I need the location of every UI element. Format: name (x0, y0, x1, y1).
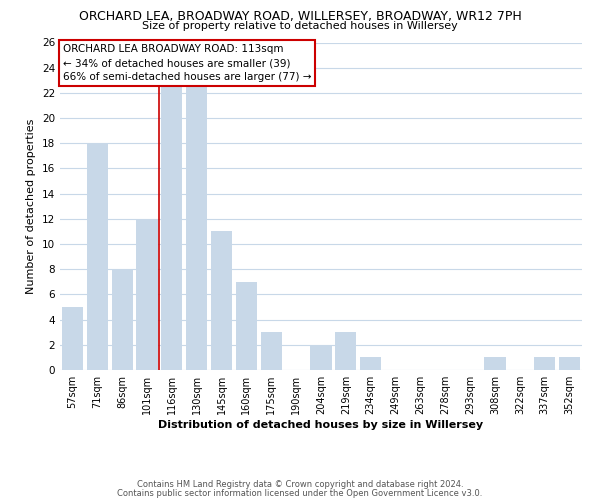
Text: ORCHARD LEA, BROADWAY ROAD, WILLERSEY, BROADWAY, WR12 7PH: ORCHARD LEA, BROADWAY ROAD, WILLERSEY, B… (79, 10, 521, 23)
Bar (360, 358, 381, 370)
X-axis label: Distribution of detached houses by size in Willersey: Distribution of detached houses by size … (158, 420, 484, 430)
Bar (310, 345, 332, 370)
Bar (161, 80, 182, 370)
Bar (559, 358, 580, 370)
Bar (261, 332, 282, 370)
Bar (534, 358, 555, 370)
Bar (62, 307, 83, 370)
Text: Contains public sector information licensed under the Open Government Licence v3: Contains public sector information licen… (118, 488, 482, 498)
Y-axis label: Number of detached properties: Number of detached properties (26, 118, 37, 294)
Bar (87, 144, 108, 370)
Bar (186, 80, 207, 370)
Text: Contains HM Land Registry data © Crown copyright and database right 2024.: Contains HM Land Registry data © Crown c… (137, 480, 463, 489)
Text: Size of property relative to detached houses in Willersey: Size of property relative to detached ho… (142, 21, 458, 31)
Bar (112, 269, 133, 370)
Bar (484, 358, 506, 370)
Bar (136, 219, 158, 370)
Bar (211, 232, 232, 370)
Bar (236, 282, 257, 370)
Text: ORCHARD LEA BROADWAY ROAD: 113sqm
← 34% of detached houses are smaller (39)
66% : ORCHARD LEA BROADWAY ROAD: 113sqm ← 34% … (62, 44, 311, 82)
Bar (335, 332, 356, 370)
